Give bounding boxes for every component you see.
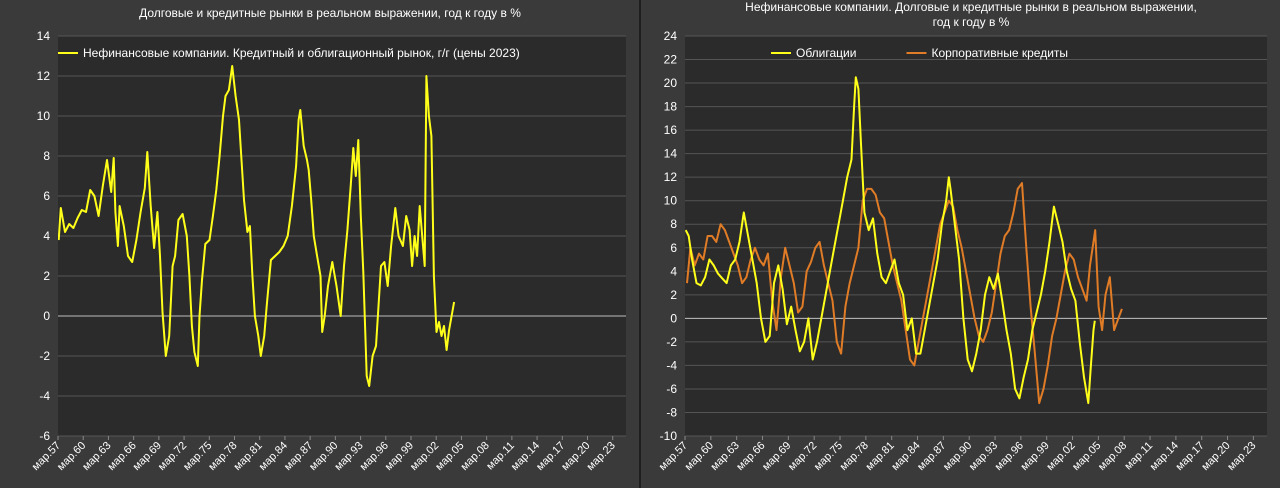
y-tick-label: 24 [664, 29, 678, 43]
y-tick-label: 6 [43, 189, 50, 203]
y-tick-label: 14 [37, 29, 51, 43]
chart-title-line: год к году в % [933, 15, 1010, 29]
panel-separator [639, 0, 641, 488]
chart-title: Долговые и кредитные рынки в реальном вы… [139, 6, 521, 20]
legend-entry: Нефинансовые компании. Кредитный и облиг… [83, 46, 520, 60]
y-tick-label: 2 [670, 288, 677, 302]
y-tick-label: 4 [43, 229, 50, 243]
y-tick-label: 16 [664, 123, 678, 137]
y-tick-label: 10 [664, 194, 678, 208]
legend-entry: Корпоративные кредиты [931, 46, 1068, 60]
x-tick-label: мар.08 [1096, 440, 1129, 473]
y-tick-label: -2 [666, 335, 677, 349]
y-tick-label: -4 [666, 358, 677, 372]
y-tick-label: 22 [664, 53, 678, 67]
chart-title-line: Нефинансовые компании. Долговые и кредит… [745, 0, 1197, 14]
chart-title: Нефинансовые компании. Долговые и кредит… [745, 0, 1197, 29]
y-tick-label: -6 [39, 429, 50, 443]
left-chart-panel: Долговые и кредитные рынки в реальном вы… [0, 0, 639, 488]
y-tick-label: -8 [666, 405, 677, 419]
legend-entry: Облигации [796, 46, 856, 60]
x-tick-label: мар.23 [1225, 440, 1258, 473]
series-line [58, 65, 456, 387]
y-tick-label: 0 [43, 309, 50, 323]
left-chart: Долговые и кредитные рынки в реальном вы… [30, 6, 626, 473]
y-tick-label: -4 [39, 389, 50, 403]
y-tick-label: 8 [670, 217, 677, 231]
y-tick-label: 20 [664, 76, 678, 90]
y-tick-label: 10 [37, 109, 51, 123]
y-tick-label: 2 [43, 269, 50, 283]
y-tick-label: 4 [670, 264, 677, 278]
right-chart-panel: Нефинансовые компании. Долговые и кредит… [641, 0, 1280, 488]
x-tick-label: мар.23 [585, 440, 618, 473]
y-tick-label: 14 [664, 147, 678, 161]
right-chart: Нефинансовые компании. Долговые и кредит… [657, 0, 1267, 473]
x-tick-label: мар.08 [458, 440, 491, 473]
y-tick-label: -2 [39, 349, 50, 363]
y-tick-label: 0 [670, 311, 677, 325]
y-tick-label: 12 [664, 170, 678, 184]
y-tick-label: 18 [664, 100, 678, 114]
y-tick-label: 6 [670, 241, 677, 255]
y-tick-label: 12 [37, 69, 51, 83]
series-line [686, 182, 1123, 405]
plot-area [685, 36, 1267, 436]
y-tick-label: -10 [660, 429, 678, 443]
series-line [685, 76, 1096, 405]
y-tick-label: -6 [666, 382, 677, 396]
y-tick-label: 8 [43, 149, 50, 163]
